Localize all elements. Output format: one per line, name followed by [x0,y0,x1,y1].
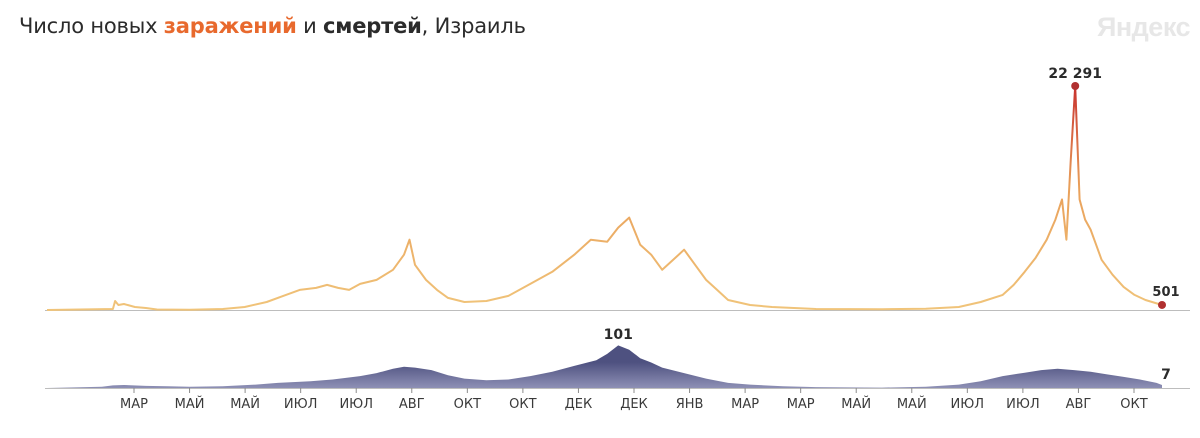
x-tick-label: МАЙ [841,396,871,412]
x-tick-label: ОКТ [509,397,536,412]
title-prefix: Число новых [19,14,164,38]
x-tick-label: АВГ [399,397,425,412]
x-tick-label: МАЙ [230,396,260,412]
deaths-series-area [47,345,1162,388]
cases-last-label: 501 [1152,285,1179,300]
cases-series-line [46,85,1163,311]
title-deaths-word: смертей [323,14,422,38]
x-tick-label: ДЕК [620,397,648,412]
chart-title: Число новых заражений и смертей, Израиль [19,14,526,38]
title-mid: и [296,14,324,38]
x-tick-label: ИЮЛ [339,397,373,412]
cases-last-marker [1158,300,1166,309]
x-tick-label: МАР [731,397,759,412]
x-tick-label: ИЮЛ [1006,397,1040,412]
title-suffix: , Израиль [421,14,526,38]
x-tick-label: АВГ [1066,397,1092,412]
x-tick-label: ОКТ [454,397,481,412]
x-tick-label: ЯНВ [676,397,704,412]
title-cases-word: заражений [163,14,297,38]
x-tick-label: ОКТ [1120,397,1147,412]
yandex-logo: Яндекс [1096,12,1191,42]
deaths-last-label: 7 [1161,367,1171,383]
x-tick-label: МАЙ [175,396,205,412]
deaths-peak-label: 101 [604,327,633,343]
x-tick-label: МАР [120,397,148,412]
x-tick-label: ИЮЛ [951,397,985,412]
cases-peak-label: 22 291 [1048,66,1102,82]
x-tick-label: МАЙ [897,396,927,412]
cases-peak-marker [1071,82,1080,90]
x-tick-label: МАР [787,397,815,412]
x-tick-label: ДЕК [565,397,593,412]
x-tick-label: ИЮЛ [284,397,318,412]
